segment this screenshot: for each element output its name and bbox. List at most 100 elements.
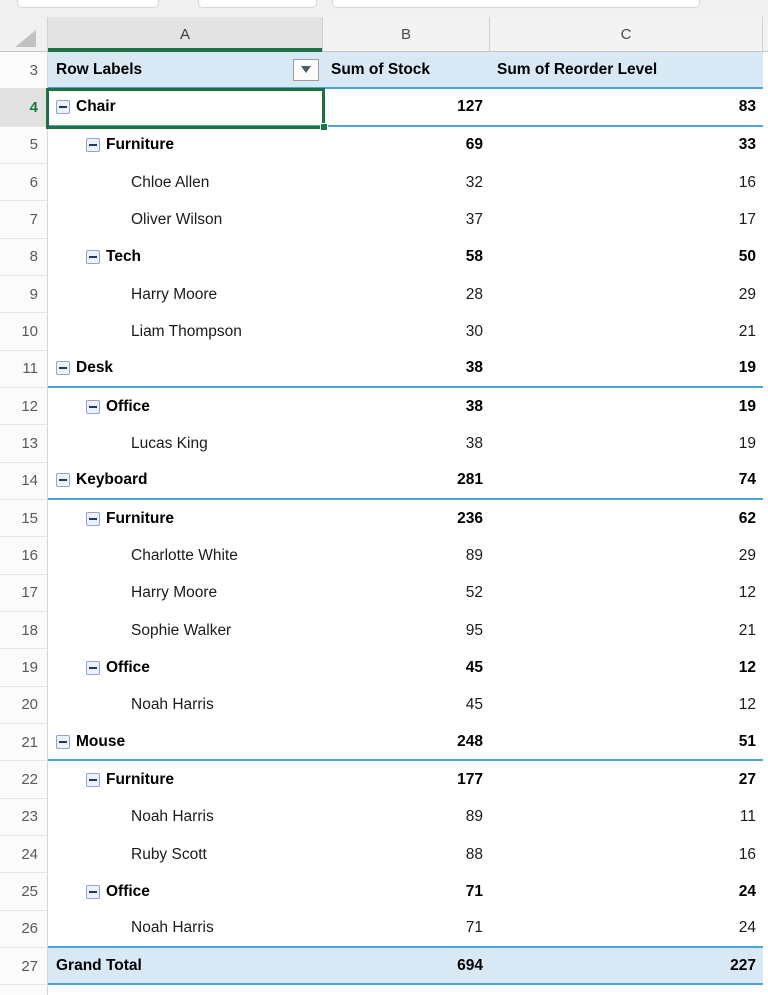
empty-cell[interactable]: [763, 799, 768, 836]
column-header-a[interactable]: A: [48, 17, 323, 52]
reorder-value-cell[interactable]: 29: [738, 546, 756, 564]
empty-cell[interactable]: [490, 985, 763, 995]
reorder-value-cell[interactable]: 227: [490, 947, 763, 986]
stock-value-cell[interactable]: 281: [323, 463, 490, 500]
empty-cell[interactable]: [763, 463, 768, 500]
reorder-value-cell[interactable]: 74: [490, 463, 763, 500]
stock-value-cell[interactable]: 28: [465, 285, 483, 303]
reorder-value-cell[interactable]: 21: [738, 621, 756, 639]
stock-value-cell[interactable]: 69: [465, 136, 483, 154]
empty-cell[interactable]: [763, 127, 768, 164]
empty-cell[interactable]: [763, 836, 768, 873]
row-number[interactable]: 22: [0, 761, 48, 799]
stock-value-cell[interactable]: 30: [465, 322, 483, 340]
collapse-button[interactable]: [86, 511, 100, 526]
fill-handle[interactable]: [319, 123, 328, 131]
reorder-value-cell[interactable]: 51: [490, 724, 763, 762]
row-label-cell[interactable]: Sophie Walker: [48, 612, 323, 649]
row-number[interactable]: 21: [0, 723, 48, 762]
stock-value-cell[interactable]: 58: [465, 248, 483, 266]
sum-of-stock-header-cell[interactable]: Sum of Stock: [323, 52, 490, 90]
empty-cell[interactable]: [763, 575, 768, 612]
stock-value-cell[interactable]: 88: [465, 845, 483, 863]
reorder-value-cell[interactable]: 33: [738, 136, 756, 154]
row-label-cell[interactable]: Office: [48, 388, 323, 425]
reorder-value-cell[interactable]: 83: [490, 89, 763, 127]
empty-cell[interactable]: [763, 239, 768, 276]
collapse-button[interactable]: [56, 99, 70, 114]
empty-cell[interactable]: [763, 724, 768, 761]
row-label-cell[interactable]: Keyboard: [48, 463, 323, 500]
reorder-value-cell[interactable]: 24: [490, 911, 763, 948]
stock-value-cell[interactable]: 38: [465, 434, 483, 452]
reorder-value-cell[interactable]: 17: [738, 210, 756, 228]
collapse-button[interactable]: [86, 138, 100, 153]
empty-cell[interactable]: [763, 985, 768, 995]
row-label-cell[interactable]: Chair: [48, 89, 323, 127]
reorder-value-cell[interactable]: 12: [738, 696, 756, 714]
stock-value-cell[interactable]: 37: [465, 210, 483, 228]
row-number[interactable]: 24: [0, 835, 48, 874]
reorder-value-cell[interactable]: 19: [738, 397, 756, 415]
stock-value-cell[interactable]: 71: [465, 882, 483, 900]
reorder-value-cell[interactable]: 11: [739, 808, 756, 826]
select-all-corner[interactable]: [0, 17, 48, 51]
row-number[interactable]: 6: [0, 163, 48, 202]
row-number[interactable]: 26: [0, 910, 48, 948]
stock-value-cell[interactable]: 38: [323, 351, 490, 388]
row-number[interactable]: 16: [0, 537, 48, 575]
empty-cell[interactable]: [763, 351, 768, 388]
collapse-button[interactable]: [86, 399, 100, 414]
reorder-value-cell[interactable]: 21: [738, 322, 756, 340]
row-number[interactable]: 13: [0, 425, 48, 463]
stock-value-cell[interactable]: 45: [465, 696, 483, 714]
row-label-cell[interactable]: Ruby Scott: [48, 836, 323, 873]
reorder-value-cell[interactable]: 16: [738, 845, 756, 863]
row-number[interactable]: 8: [0, 238, 48, 276]
empty-cell[interactable]: [763, 276, 768, 313]
row-label-cell[interactable]: Desk: [48, 351, 323, 388]
row-number[interactable]: 27: [0, 947, 48, 986]
row-number[interactable]: 11: [0, 350, 48, 388]
row-label-cell[interactable]: Tech: [48, 239, 323, 276]
reorder-value-cell[interactable]: 16: [738, 173, 756, 191]
row-label-cell[interactable]: Chloe Allen: [48, 164, 323, 201]
reorder-value-cell[interactable]: 50: [738, 248, 756, 266]
row-number[interactable]: 18: [0, 611, 48, 650]
row-number[interactable]: 19: [0, 649, 48, 687]
stock-value-cell[interactable]: 236: [457, 509, 483, 527]
column-header-c[interactable]: C: [490, 17, 763, 51]
empty-cell[interactable]: [763, 201, 768, 238]
empty-cell[interactable]: [48, 985, 323, 995]
row-number[interactable]: 3: [0, 52, 48, 90]
stock-value-cell[interactable]: 45: [465, 658, 483, 676]
empty-cell[interactable]: [763, 687, 768, 724]
reorder-value-cell[interactable]: 12: [738, 658, 756, 676]
row-number[interactable]: 4: [0, 89, 48, 127]
row-labels-header-cell[interactable]: Row Labels: [48, 52, 323, 90]
reorder-value-cell[interactable]: 12: [738, 584, 756, 602]
reorder-value-cell[interactable]: 62: [738, 509, 756, 527]
row-number[interactable]: 5: [0, 126, 48, 164]
row-number[interactable]: 7: [0, 201, 48, 239]
row-number[interactable]: 17: [0, 574, 48, 612]
row-label-cell[interactable]: Mouse: [48, 724, 323, 762]
reorder-value-cell[interactable]: 19: [490, 351, 763, 388]
reorder-value-cell[interactable]: 24: [738, 882, 756, 900]
empty-cell[interactable]: [763, 537, 768, 574]
column-header-b[interactable]: B: [323, 17, 490, 51]
row-label-cell[interactable]: Charlotte White: [48, 537, 323, 574]
row-label-cell[interactable]: Noah Harris: [48, 799, 323, 836]
stock-value-cell[interactable]: 89: [465, 546, 483, 564]
empty-cell[interactable]: [763, 911, 768, 948]
empty-cell[interactable]: [323, 985, 490, 995]
row-label-cell[interactable]: Harry Moore: [48, 276, 323, 313]
empty-cell[interactable]: [763, 164, 768, 201]
reorder-value-cell[interactable]: 19: [738, 434, 756, 452]
collapse-button[interactable]: [86, 660, 100, 675]
stock-value-cell[interactable]: 52: [465, 584, 483, 602]
collapse-button[interactable]: [56, 734, 70, 749]
row-label-cell[interactable]: Furniture: [48, 127, 323, 164]
row-label-cell[interactable]: Harry Moore: [48, 575, 323, 612]
row-number[interactable]: 9: [0, 275, 48, 314]
